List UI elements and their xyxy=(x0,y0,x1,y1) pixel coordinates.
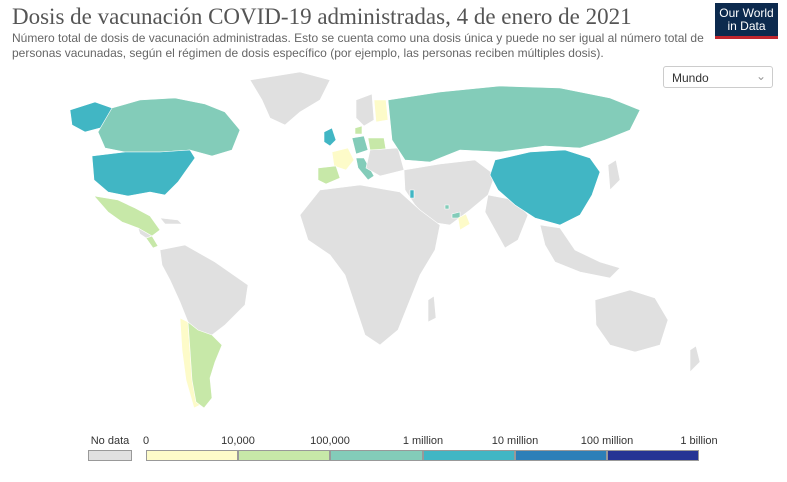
country-spain[interactable] xyxy=(317,165,341,185)
legend-tick-5: 100 million xyxy=(580,435,634,447)
country-israel[interactable] xyxy=(409,189,415,199)
country-united-states[interactable] xyxy=(91,149,196,197)
legend-bin-5[interactable] xyxy=(607,450,699,461)
region-southeast-asia xyxy=(539,224,621,279)
legend-bin-3[interactable] xyxy=(423,450,515,461)
legend-bin-0[interactable] xyxy=(146,450,238,461)
chart-title: Dosis de vacunación COVID-19 administrad… xyxy=(12,4,632,29)
chart-subtitle: Número total de dosis de vacunación admi… xyxy=(12,31,704,60)
legend-tick-0: 0 xyxy=(142,435,150,447)
region-new-zealand xyxy=(689,345,701,373)
country-germany[interactable] xyxy=(351,135,369,155)
region-africa xyxy=(299,184,441,346)
region-select[interactable]: Mundo ⌄ xyxy=(663,66,773,88)
region-madagascar xyxy=(427,295,437,323)
logo-line-2: in Data xyxy=(727,19,766,33)
color-legend: No data 0 10,000 100,000 1 million 10 mi… xyxy=(0,430,787,470)
legend-tick-6: 1 billion xyxy=(680,435,718,447)
region-select-value: Mundo xyxy=(672,71,709,85)
country-russia[interactable] xyxy=(387,85,641,163)
country-united-kingdom[interactable] xyxy=(323,127,337,147)
country-oman[interactable] xyxy=(457,213,471,231)
country-mexico[interactable] xyxy=(93,195,161,237)
country-italy[interactable] xyxy=(355,157,375,181)
region-central-america xyxy=(137,227,153,239)
country-france[interactable] xyxy=(331,147,355,171)
legend-tick-2: 100,000 xyxy=(310,435,350,447)
legend-no-data-label: No data xyxy=(90,435,130,447)
region-west-asia xyxy=(403,159,496,226)
region-japan xyxy=(607,159,621,191)
country-poland[interactable] xyxy=(367,137,387,151)
country-costa-rica[interactable] xyxy=(145,235,159,249)
world-map xyxy=(69,71,701,409)
owid-logo[interactable]: Our World in Data xyxy=(715,3,778,39)
legend-bin-4[interactable] xyxy=(515,450,607,461)
country-canada[interactable] xyxy=(97,97,241,157)
country-finland[interactable] xyxy=(373,99,389,123)
chevron-down-icon: ⌄ xyxy=(755,69,766,83)
country-china[interactable] xyxy=(489,149,601,226)
region-caribbean xyxy=(159,217,183,225)
legend-tick-4: 10 million xyxy=(491,435,539,447)
legend-tick-3: 1 million xyxy=(402,435,444,447)
country-argentina[interactable] xyxy=(187,321,223,409)
country-denmark[interactable] xyxy=(354,125,363,135)
region-south-america xyxy=(159,244,249,346)
region-australia xyxy=(594,289,669,353)
legend-no-data-swatch[interactable] xyxy=(88,450,132,461)
legend-bin-2[interactable] xyxy=(330,450,423,461)
region-scandinavia xyxy=(355,93,375,127)
legend-tick-1: 10,000 xyxy=(221,435,255,447)
country-bahrain[interactable] xyxy=(444,204,450,210)
legend-bin-1[interactable] xyxy=(238,450,330,461)
region-eastern-europe xyxy=(365,147,405,177)
logo-line-1: Our World xyxy=(719,6,774,20)
country-greenland[interactable] xyxy=(249,71,331,126)
